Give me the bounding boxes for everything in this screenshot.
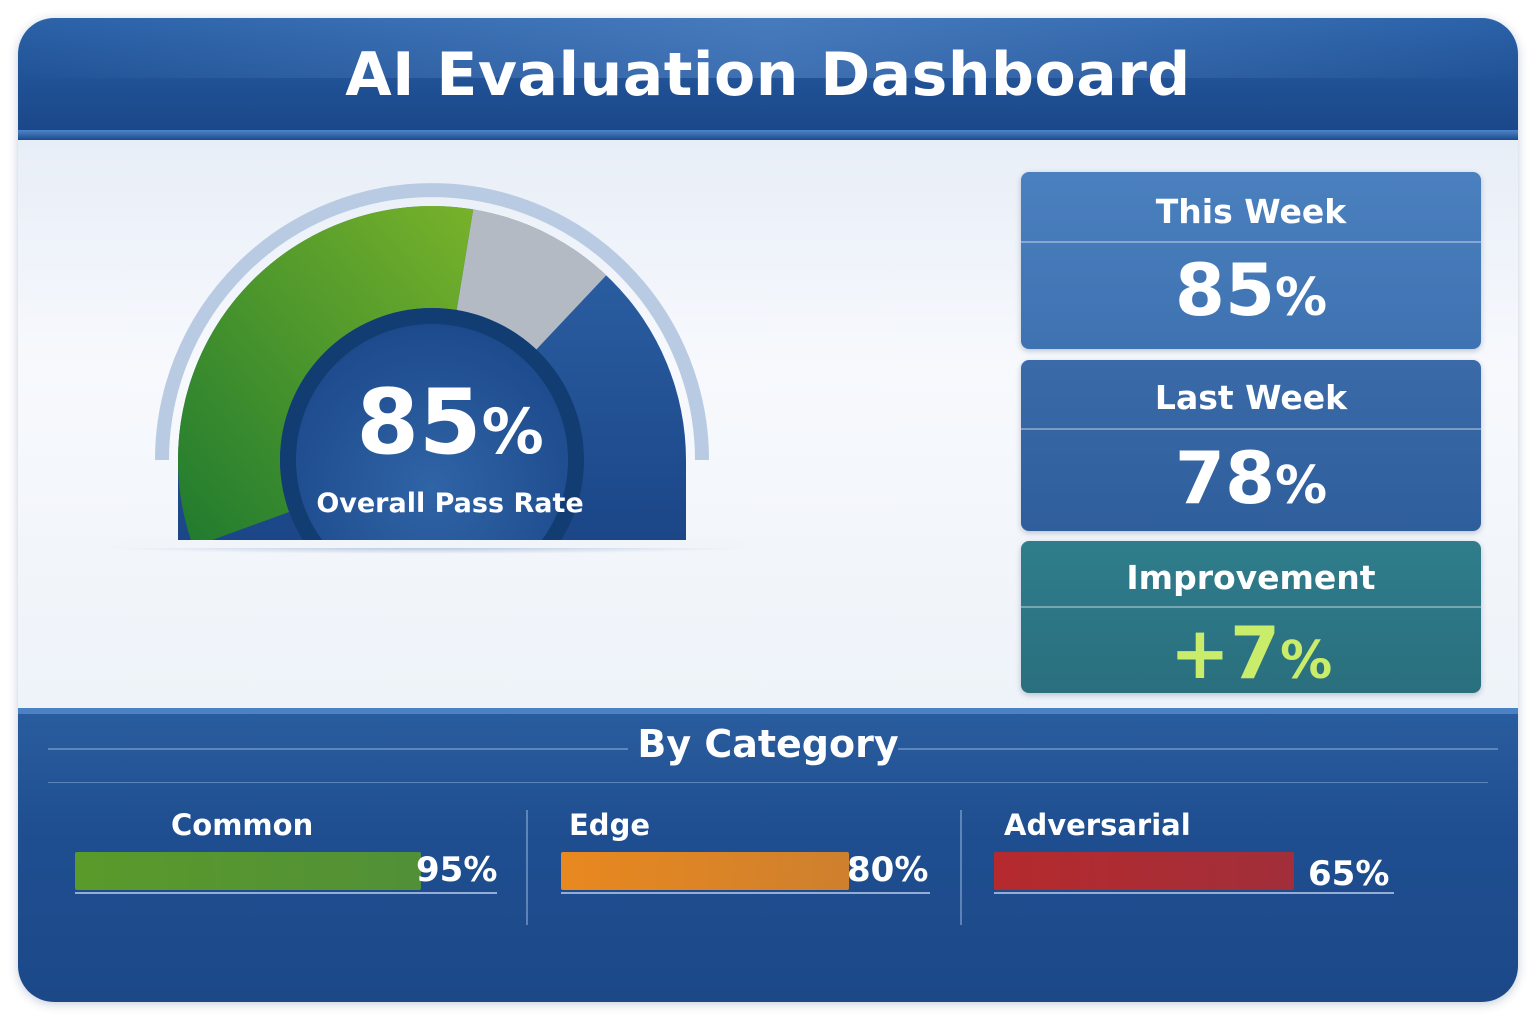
- card-label: Last Week: [1154, 378, 1348, 417]
- dashboard-frame: AI Evaluation Dashboard 85%: [18, 18, 1518, 1002]
- category-percent-common: 95%: [416, 850, 498, 890]
- overall-pass-rate-value: 85%: [356, 370, 544, 475]
- card-label: Improvement: [1126, 558, 1376, 597]
- category-percent-edge: 80%: [847, 850, 929, 890]
- category-name-edge: Edge: [569, 808, 650, 842]
- category-bar-adversarial: [994, 852, 1294, 890]
- header-bar: AI Evaluation Dashboard: [18, 18, 1518, 140]
- category-section: By Category Common 95% Edge 80% Adversar…: [18, 708, 1518, 1002]
- card-value: +7%: [1169, 611, 1333, 695]
- category-track-common: [75, 852, 497, 894]
- header-underline: [18, 130, 1518, 140]
- gauge-remainder-segment: [456, 209, 607, 350]
- last-week-card: Last Week 78%: [1021, 360, 1481, 531]
- gauge-outer-rim: [155, 183, 709, 461]
- page-title: AI Evaluation Dashboard: [345, 40, 1191, 110]
- gauge-fill-segment: [178, 206, 474, 547]
- category-title-rule-right: [898, 748, 1498, 750]
- this-week-card: This Week 85%: [1021, 172, 1481, 349]
- card-value: 78%: [1174, 436, 1328, 520]
- gauge-inner-disc: [296, 324, 568, 548]
- category-header-divider: [48, 782, 1488, 783]
- category-name-common: Common: [171, 808, 314, 842]
- category-title: By Category: [637, 722, 899, 766]
- category-bar-edge: [561, 852, 849, 890]
- card-separator: [1021, 241, 1481, 243]
- improvement-card: Improvement +7%: [1021, 541, 1481, 695]
- gauge-bottom-cut: [122, 540, 742, 548]
- card-value: 85%: [1174, 248, 1328, 332]
- category-title-rule-left: [48, 748, 628, 750]
- category-track-edge: [561, 852, 930, 894]
- category-percent-adversarial: 65%: [1308, 854, 1390, 894]
- card-label: This Week: [1155, 192, 1347, 231]
- header-shine: [18, 18, 1518, 78]
- category-name-adversarial: Adversarial: [1004, 808, 1191, 842]
- card-separator: [1021, 428, 1481, 430]
- category-divider: [526, 810, 528, 925]
- category-track-adversarial: [994, 852, 1394, 894]
- pass-rate-gauge: [122, 183, 742, 548]
- card-separator: [1021, 606, 1481, 608]
- overall-pass-rate-label: Overall Pass Rate: [316, 488, 584, 519]
- category-bar-common: [75, 852, 422, 890]
- category-section-top-edge: [18, 708, 1518, 714]
- category-divider: [960, 810, 962, 925]
